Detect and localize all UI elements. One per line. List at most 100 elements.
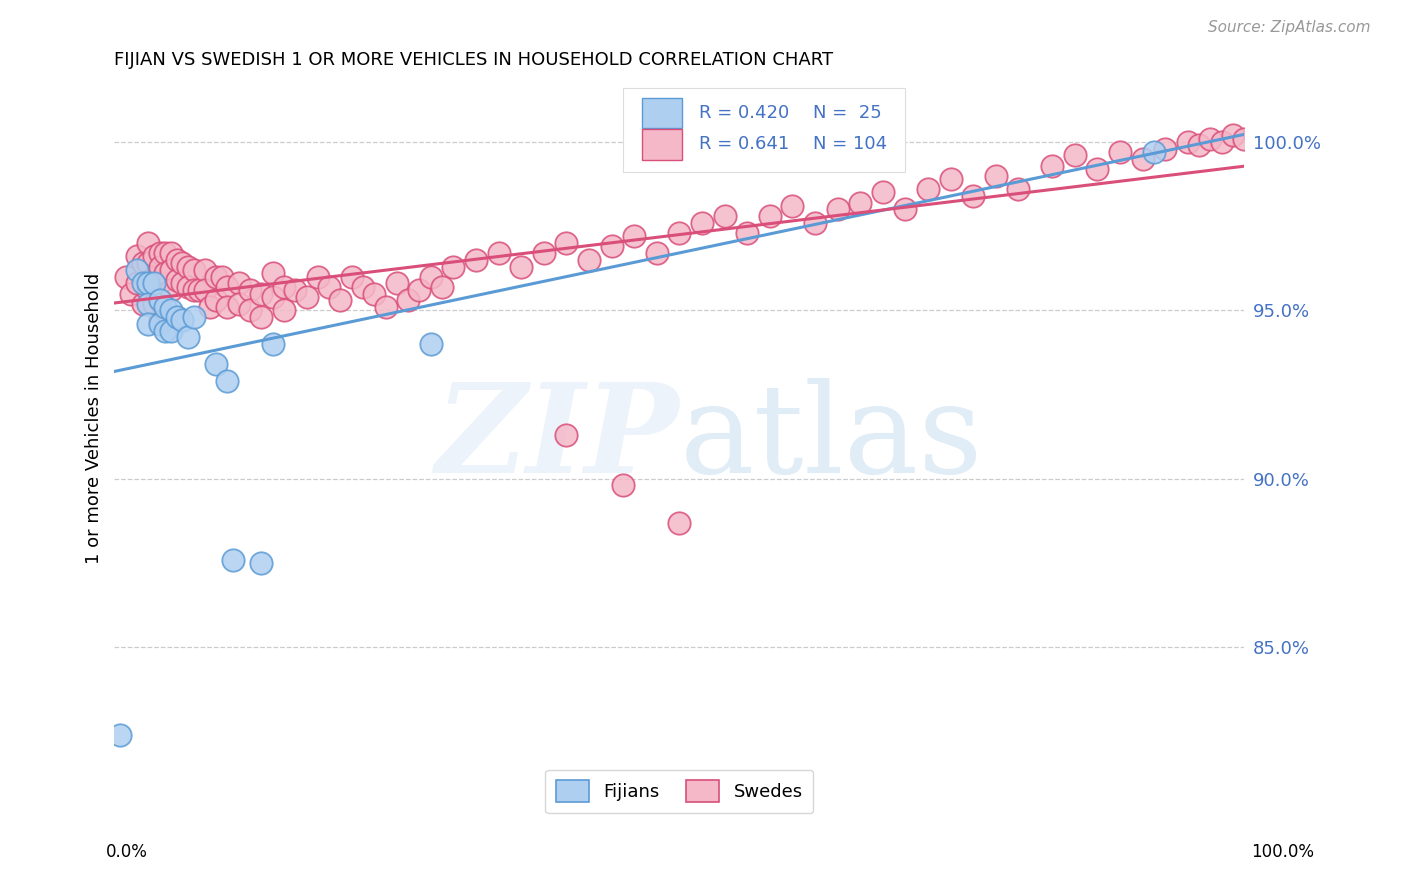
- Point: [1087, 161, 1109, 176]
- Text: N = 104: N = 104: [813, 135, 887, 153]
- Point: [194, 283, 217, 297]
- Point: [131, 256, 153, 270]
- Point: [419, 269, 441, 284]
- Point: [273, 303, 295, 318]
- Point: [962, 189, 984, 203]
- Point: [166, 252, 188, 267]
- Point: [1211, 135, 1233, 149]
- Point: [120, 286, 142, 301]
- Point: [160, 283, 183, 297]
- Point: [239, 283, 262, 297]
- Point: [136, 256, 159, 270]
- Point: [262, 337, 284, 351]
- Point: [555, 428, 578, 442]
- Point: [1188, 138, 1211, 153]
- FancyBboxPatch shape: [623, 88, 905, 172]
- Point: [623, 229, 645, 244]
- Point: [385, 277, 408, 291]
- Point: [668, 516, 690, 530]
- Point: [1132, 152, 1154, 166]
- Point: [984, 169, 1007, 183]
- Point: [166, 310, 188, 324]
- Point: [172, 277, 194, 291]
- Text: FIJIAN VS SWEDISH 1 OR MORE VEHICLES IN HOUSEHOLD CORRELATION CHART: FIJIAN VS SWEDISH 1 OR MORE VEHICLES IN …: [114, 51, 834, 69]
- Point: [125, 263, 148, 277]
- Text: ZIP: ZIP: [436, 377, 679, 500]
- Point: [136, 317, 159, 331]
- Point: [250, 556, 273, 570]
- Point: [782, 199, 804, 213]
- Point: [131, 277, 153, 291]
- Point: [894, 202, 917, 217]
- Point: [222, 552, 245, 566]
- Point: [804, 216, 827, 230]
- Point: [155, 300, 177, 314]
- Point: [578, 252, 600, 267]
- Point: [713, 209, 735, 223]
- Point: [939, 172, 962, 186]
- Point: [155, 324, 177, 338]
- Point: [143, 296, 166, 310]
- Point: [1007, 182, 1029, 196]
- Point: [827, 202, 849, 217]
- Point: [136, 296, 159, 310]
- Point: [149, 313, 172, 327]
- Point: [136, 235, 159, 250]
- Text: 0.0%: 0.0%: [105, 843, 148, 861]
- Point: [160, 246, 183, 260]
- Point: [217, 300, 239, 314]
- Point: [149, 277, 172, 291]
- Point: [645, 246, 668, 260]
- Point: [136, 283, 159, 297]
- Point: [250, 286, 273, 301]
- Point: [149, 293, 172, 308]
- Point: [273, 280, 295, 294]
- Point: [419, 337, 441, 351]
- Point: [307, 269, 329, 284]
- Point: [143, 250, 166, 264]
- Point: [143, 277, 166, 291]
- Point: [125, 250, 148, 264]
- Point: [149, 317, 172, 331]
- Legend: Fijians, Swedes: Fijians, Swedes: [546, 770, 814, 814]
- Text: R = 0.420: R = 0.420: [699, 104, 789, 122]
- Point: [160, 263, 183, 277]
- Point: [250, 310, 273, 324]
- Point: [205, 357, 228, 371]
- Point: [160, 324, 183, 338]
- Point: [149, 246, 172, 260]
- Text: 100.0%: 100.0%: [1251, 843, 1315, 861]
- Point: [143, 269, 166, 284]
- Point: [217, 374, 239, 388]
- Point: [612, 478, 634, 492]
- FancyBboxPatch shape: [643, 97, 682, 128]
- Point: [183, 310, 205, 324]
- Point: [917, 182, 939, 196]
- Point: [155, 266, 177, 280]
- Point: [172, 313, 194, 327]
- Point: [262, 290, 284, 304]
- Point: [849, 195, 872, 210]
- Point: [262, 266, 284, 280]
- Point: [1143, 145, 1166, 159]
- Point: [166, 273, 188, 287]
- Point: [183, 263, 205, 277]
- Point: [340, 269, 363, 284]
- Point: [1233, 131, 1256, 145]
- Point: [1040, 159, 1063, 173]
- Point: [555, 235, 578, 250]
- Y-axis label: 1 or more Vehicles in Household: 1 or more Vehicles in Household: [86, 272, 103, 564]
- Point: [200, 300, 222, 314]
- Point: [211, 269, 233, 284]
- FancyBboxPatch shape: [643, 129, 682, 161]
- Point: [239, 303, 262, 318]
- Point: [108, 728, 131, 742]
- Text: N =  25: N = 25: [813, 104, 882, 122]
- Point: [396, 293, 419, 308]
- Point: [125, 277, 148, 291]
- Point: [600, 239, 623, 253]
- Point: [1154, 142, 1177, 156]
- Point: [430, 280, 453, 294]
- Point: [488, 246, 510, 260]
- Point: [510, 260, 533, 274]
